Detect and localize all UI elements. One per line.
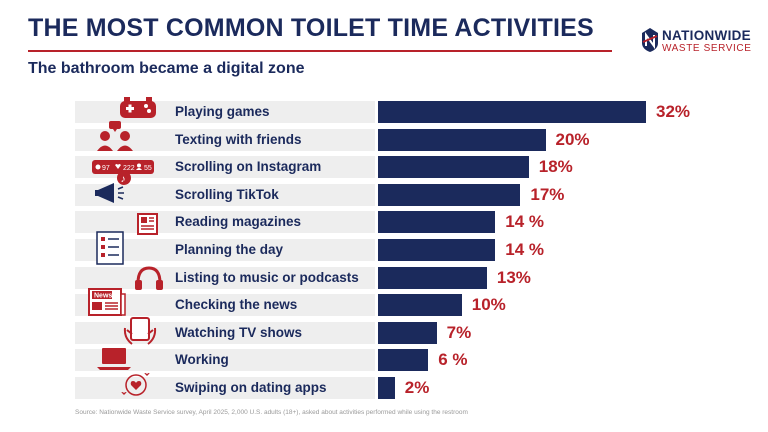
dating-hearts-icon: [121, 373, 150, 396]
bar: [378, 101, 646, 123]
value-label: 20%: [555, 129, 590, 149]
bar: [378, 266, 487, 289]
category-label: Listing to music or podcasts: [175, 269, 359, 285]
bar: [378, 349, 429, 372]
row-band: [75, 349, 375, 372]
svg-text:55: 55: [144, 165, 152, 172]
magazine-icon: [137, 213, 158, 236]
svg-text:News: News: [94, 293, 112, 300]
tablet-hands-icon: [123, 316, 157, 345]
category-label: Scrolling on Instagram: [175, 159, 322, 175]
value-label: 6 %: [438, 350, 468, 370]
page-subtitle: The bathroom became a digital zone: [28, 60, 305, 77]
gamepad-icon: [120, 97, 156, 118]
bar: [378, 211, 496, 234]
category-label: Playing games: [175, 104, 270, 119]
value-label: 14 %: [505, 240, 544, 259]
svg-text:97: 97: [102, 165, 110, 172]
value-label: 7%: [446, 322, 472, 342]
category-label: Checking the news: [175, 297, 298, 313]
value-label: 14 %: [505, 212, 544, 232]
svg-text:♪: ♪: [121, 174, 126, 185]
newspaper-icon: News: [88, 288, 126, 317]
nationwide-logo: NATIONWIDE WASTE SERVICE: [640, 26, 752, 56]
category-label: Watching TV shows: [175, 324, 303, 340]
bar: [378, 239, 496, 261]
category-label: Scrolling TikTok: [175, 186, 279, 202]
title-divider: [28, 50, 612, 52]
category-label: Planning the day: [175, 242, 284, 257]
row-band: [75, 377, 375, 399]
bar: [378, 128, 546, 151]
source-note: Source: Nationwide Waste Service survey,…: [75, 409, 468, 416]
logo-line-1: NATIONWIDE: [662, 28, 751, 43]
row-band: [75, 128, 375, 151]
texting-people-icon: [97, 120, 133, 151]
logo-line-2: WASTE SERVICE: [662, 43, 752, 54]
checklist-icon: [96, 231, 124, 265]
bar: [378, 156, 529, 179]
category-label: Working: [175, 352, 229, 368]
value-label: 2%: [404, 378, 430, 397]
logo-shield-icon: [642, 28, 658, 52]
value-label: 13%: [496, 267, 531, 287]
value-label: 10%: [471, 295, 506, 315]
row-band: [75, 294, 375, 317]
tiktok-megaphone-icon: ♪: [95, 170, 131, 203]
bar: [378, 183, 521, 206]
page-title: THE MOST COMMON TOILET TIME ACTIVITIES: [28, 14, 594, 42]
row-band: [75, 239, 375, 261]
bar: [378, 294, 462, 317]
bar: [378, 377, 395, 399]
value-label: 32%: [656, 102, 691, 121]
instagram-stats-icon: 97 222 55: [92, 160, 154, 175]
category-label: Swiping on dating apps: [175, 380, 327, 395]
value-label: 18%: [538, 157, 573, 177]
category-label: Reading magazines: [175, 214, 302, 230]
headphones-icon: [135, 266, 163, 290]
svg-text:222: 222: [123, 165, 135, 172]
value-label: 17%: [530, 184, 565, 204]
bar: [378, 321, 437, 344]
row-band: [75, 183, 375, 206]
row-band: [75, 266, 375, 289]
category-label: Texting with friends: [175, 131, 302, 147]
laptop-icon: [97, 348, 131, 371]
